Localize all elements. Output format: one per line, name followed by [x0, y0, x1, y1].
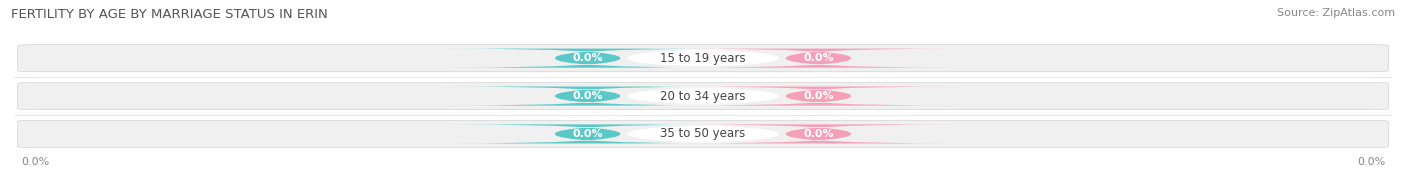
FancyBboxPatch shape	[17, 82, 1389, 110]
FancyBboxPatch shape	[605, 49, 801, 68]
FancyBboxPatch shape	[17, 120, 1389, 148]
FancyBboxPatch shape	[678, 86, 959, 106]
FancyBboxPatch shape	[678, 49, 959, 68]
Text: 0.0%: 0.0%	[572, 53, 603, 63]
FancyBboxPatch shape	[678, 124, 959, 143]
Text: 35 to 50 years: 35 to 50 years	[661, 127, 745, 140]
Text: 0.0%: 0.0%	[572, 91, 603, 101]
Text: 0.0%: 0.0%	[803, 91, 834, 101]
Text: Source: ZipAtlas.com: Source: ZipAtlas.com	[1277, 8, 1395, 18]
FancyBboxPatch shape	[17, 44, 1389, 72]
FancyBboxPatch shape	[605, 86, 801, 106]
Text: 0.0%: 0.0%	[803, 53, 834, 63]
Text: 0.0%: 0.0%	[572, 129, 603, 139]
FancyBboxPatch shape	[447, 124, 728, 143]
FancyBboxPatch shape	[447, 49, 728, 68]
Text: FERTILITY BY AGE BY MARRIAGE STATUS IN ERIN: FERTILITY BY AGE BY MARRIAGE STATUS IN E…	[11, 8, 328, 21]
Text: 15 to 19 years: 15 to 19 years	[661, 52, 745, 65]
FancyBboxPatch shape	[447, 86, 728, 106]
FancyBboxPatch shape	[605, 124, 801, 143]
Text: 0.0%: 0.0%	[21, 157, 49, 167]
Text: 20 to 34 years: 20 to 34 years	[661, 90, 745, 103]
Text: 0.0%: 0.0%	[803, 129, 834, 139]
Text: 0.0%: 0.0%	[1357, 157, 1385, 167]
